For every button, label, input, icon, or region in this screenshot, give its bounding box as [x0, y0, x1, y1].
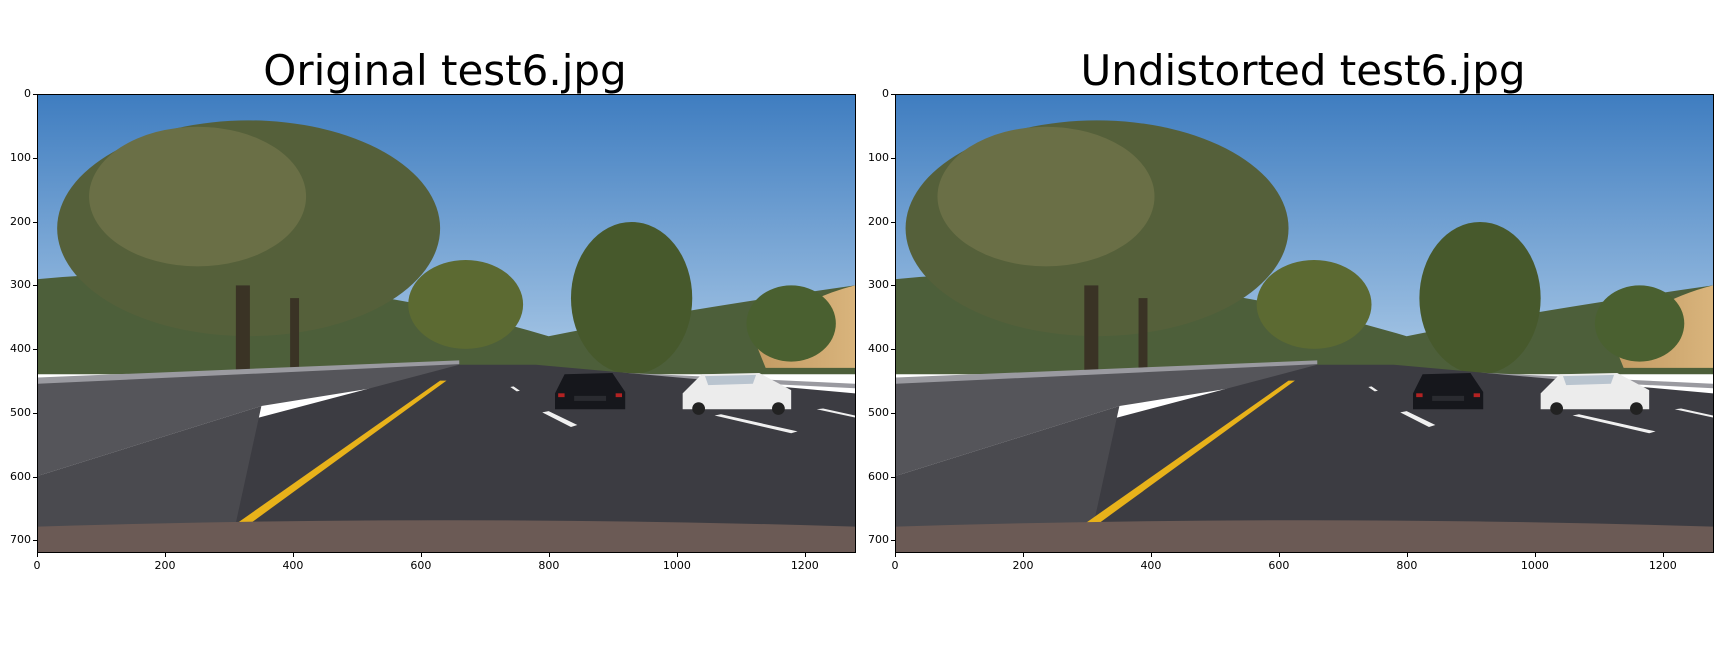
x-tick-label: 600 — [410, 559, 432, 572]
y-tick-label: 0 — [24, 87, 31, 100]
big-tree-trunk — [1084, 285, 1099, 375]
x-tick-mark — [292, 553, 294, 557]
y-tick-label: 600 — [868, 469, 889, 483]
yellow-lane-line — [1071, 380, 1295, 533]
y-tick-mark — [33, 349, 37, 350]
original-image — [37, 94, 856, 553]
x-tick-mark — [420, 553, 422, 557]
x-tick-label: 1000 — [1520, 559, 1549, 572]
y-tick-label: 0 — [882, 87, 889, 100]
x-tick-mark — [895, 553, 896, 557]
lane-dash — [1572, 414, 1656, 434]
y-tick-mark — [891, 412, 895, 414]
x-tick-mark — [164, 553, 166, 557]
y-tick-label: 700 — [868, 533, 889, 547]
x-tick-mark — [548, 553, 550, 557]
y-tick-label: 700 — [10, 533, 31, 547]
x-tick-mark — [1406, 553, 1408, 557]
y-tick-mark — [891, 476, 895, 478]
tree-right — [1419, 221, 1541, 375]
x-tick-label: 1200 — [790, 559, 819, 572]
black-car — [1413, 373, 1484, 410]
y-tick-label: 300 — [10, 278, 31, 292]
y-tick-label: 600 — [10, 469, 31, 483]
x-tick-label: 800 — [538, 559, 560, 572]
undistorted-image — [895, 94, 1714, 553]
x-tick-mark — [1662, 553, 1664, 557]
panel-title: Undistorted test6.jpg — [1080, 46, 1526, 95]
x-tick-mark — [37, 553, 38, 557]
y-tick-mark — [33, 157, 37, 159]
white-car — [682, 373, 792, 415]
x-tick-label: 400 — [1140, 559, 1162, 572]
y-tick-label: 200 — [10, 214, 31, 228]
y-tick-mark — [891, 285, 895, 287]
lane-dash — [714, 414, 798, 434]
yellow-lane-line — [223, 380, 447, 533]
concrete-barrier — [896, 361, 1318, 476]
mid-tree — [408, 260, 524, 349]
y-tick-mark — [33, 540, 37, 542]
white-car — [1540, 373, 1650, 415]
x-tick-label: 200 — [154, 559, 176, 572]
x-tick-mark — [1534, 553, 1536, 557]
x-tick-label: 200 — [1012, 559, 1034, 572]
y-tick-mark — [33, 476, 37, 478]
tree-right — [570, 221, 693, 375]
y-tick-label: 100 — [868, 150, 889, 164]
y-tick-mark — [891, 94, 895, 95]
x-tick-mark — [1278, 553, 1280, 557]
y-tick-mark — [891, 157, 895, 159]
car-hood — [896, 520, 1713, 552]
road — [38, 364, 855, 552]
y-tick-label: 100 — [10, 150, 31, 164]
x-tick-mark — [804, 553, 806, 557]
y-tick-mark — [891, 221, 895, 223]
y-tick-label: 400 — [868, 342, 889, 355]
x-tick-mark — [1022, 553, 1024, 557]
car-hood — [38, 520, 855, 552]
y-tick-label: 300 — [868, 278, 889, 292]
y-tick-mark — [33, 412, 37, 414]
x-tick-label: 1200 — [1648, 559, 1677, 572]
lane-dash — [1400, 411, 1436, 427]
black-car — [555, 373, 626, 410]
x-tick-label: 400 — [282, 559, 304, 572]
y-tick-label: 200 — [868, 214, 889, 228]
x-tick-label: 0 — [891, 559, 899, 572]
big-tree-trunk — [235, 285, 250, 375]
y-tick-label: 400 — [10, 342, 31, 355]
y-tick-label: 500 — [10, 405, 31, 419]
x-tick-label: 600 — [1268, 559, 1290, 572]
y-tick-mark — [33, 221, 37, 223]
panel-title: Original test6.jpg — [263, 46, 627, 95]
y-tick-mark — [891, 540, 895, 542]
mid-tree — [1256, 260, 1372, 349]
y-tick-mark — [891, 349, 895, 350]
x-tick-label: 0 — [33, 559, 41, 572]
lane-dash — [542, 411, 578, 427]
x-tick-label: 800 — [1396, 559, 1418, 572]
x-tick-mark — [1150, 553, 1152, 557]
road — [896, 364, 1713, 552]
y-tick-mark — [33, 285, 37, 287]
concrete-barrier — [38, 361, 460, 476]
x-tick-mark — [676, 553, 678, 557]
x-tick-label: 1000 — [662, 559, 691, 572]
y-tick-label: 500 — [868, 405, 889, 419]
y-tick-mark — [33, 94, 37, 95]
